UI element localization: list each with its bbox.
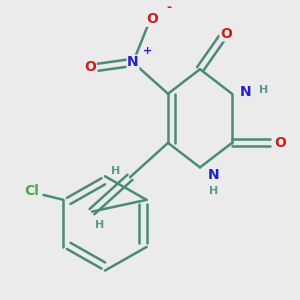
Text: N: N	[127, 55, 139, 69]
Text: H: H	[95, 220, 105, 230]
Text: H: H	[209, 186, 219, 196]
Text: O: O	[84, 60, 96, 74]
Text: O: O	[146, 12, 158, 26]
Text: +: +	[143, 46, 152, 56]
Text: N: N	[240, 85, 252, 99]
Text: H: H	[111, 166, 121, 176]
Text: O: O	[274, 136, 286, 150]
Text: -: -	[166, 1, 171, 14]
Text: Cl: Cl	[24, 184, 39, 198]
Text: O: O	[220, 27, 232, 41]
Text: H: H	[260, 85, 268, 95]
Text: N: N	[208, 168, 220, 182]
